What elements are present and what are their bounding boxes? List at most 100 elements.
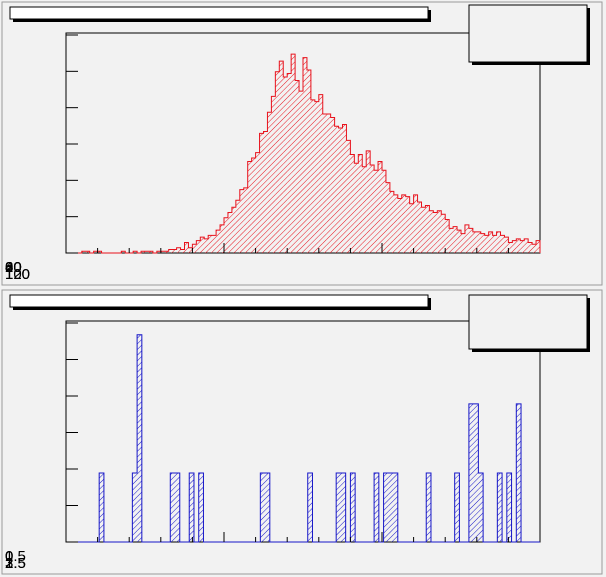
top-y-tick-label: 40 — [5, 259, 22, 276]
histogram-bin — [425, 205, 430, 253]
histogram-bin — [388, 472, 394, 542]
histogram-bin — [295, 80, 300, 254]
histogram-bin — [496, 231, 501, 253]
histogram-bin — [385, 182, 390, 253]
histogram-bin — [512, 240, 517, 253]
bottom-y-tick-label: 3 — [5, 555, 13, 572]
histogram-bin — [307, 472, 313, 542]
histogram-bin — [97, 251, 102, 253]
histogram-bin — [184, 242, 189, 253]
bottom-y-tick-label: 2 — [5, 555, 13, 572]
histogram-bin — [464, 224, 469, 253]
top-y-tick-label: 120 — [5, 266, 30, 283]
histogram-bin — [350, 472, 356, 542]
histogram-bin — [212, 235, 217, 253]
histogram-bin — [170, 472, 176, 542]
bottom-y-tick-label: 0 — [5, 548, 13, 565]
histogram-bin — [382, 170, 386, 253]
histogram-bin — [524, 238, 529, 253]
histogram-bin — [358, 154, 363, 253]
histogram-bin — [417, 201, 422, 253]
bottom-y-tick-label: 1 — [5, 548, 13, 565]
histogram-bin — [318, 94, 323, 253]
histogram-bin — [93, 251, 98, 253]
histogram-bin — [476, 231, 481, 253]
top-stats-box — [468, 4, 588, 63]
top-pad: 0 20 40 60 80 100 120 — [1, 1, 603, 286]
histogram-bin — [336, 472, 341, 542]
histogram-bin — [231, 207, 236, 253]
histogram-bin — [220, 224, 224, 253]
histogram-bin — [216, 230, 221, 253]
histogram-bin — [330, 117, 335, 253]
histogram-bin — [433, 212, 438, 253]
histogram-bin — [383, 472, 389, 542]
histogram-bin — [413, 194, 418, 253]
histogram-bin — [532, 244, 537, 253]
histogram-bin — [346, 140, 351, 253]
histogram-bin — [354, 163, 359, 253]
histogram-bin — [326, 113, 331, 254]
histogram-bin — [397, 198, 402, 253]
histogram-bin — [350, 154, 355, 253]
top-axis-ticks — [66, 34, 509, 254]
histogram-bin — [243, 187, 248, 253]
histogram-bin — [291, 54, 296, 254]
histogram-bin — [497, 472, 503, 542]
histogram-bin — [322, 113, 327, 254]
histogram-bin — [133, 251, 138, 253]
histogram-bin — [247, 161, 252, 253]
histogram-bin — [172, 249, 177, 253]
histogram-bin — [409, 203, 414, 253]
histogram-bin — [279, 61, 284, 253]
histogram-bin — [473, 403, 479, 543]
bottom-y-tick-labels: 0 0.5 1 1.5 2 2.5 3 — [5, 548, 26, 572]
histogram-bin — [389, 191, 394, 253]
histogram-bin — [480, 233, 485, 253]
histogram-bin — [148, 251, 153, 253]
histogram-bin — [263, 131, 268, 253]
histogram-bin — [362, 166, 367, 253]
histogram-bin — [421, 207, 426, 253]
histogram-bin — [500, 235, 505, 253]
histogram-bin — [260, 472, 266, 542]
histogram-bin — [196, 240, 201, 253]
histogram-bin — [235, 200, 240, 253]
bottom-pad: 0 0.5 1 1.5 2 2.5 3 — [1, 289, 603, 575]
histogram-bin — [334, 126, 339, 253]
histogram-bin — [306, 69, 311, 254]
histogram-bin — [145, 251, 149, 253]
histogram-bin — [283, 77, 288, 253]
histogram-bin — [378, 161, 382, 253]
top-y-tick-label: 80 — [5, 259, 22, 276]
histogram-bin — [454, 472, 460, 542]
histogram-bin — [164, 251, 169, 253]
top-histogram — [66, 53, 541, 254]
top-y-tick-labels: 0 20 40 60 80 100 120 — [5, 259, 30, 283]
histogram-bin — [536, 240, 540, 253]
histogram-bin — [310, 99, 315, 253]
histogram-bin — [189, 472, 194, 542]
bottom-y-tick-label: 1.5 — [5, 555, 26, 572]
histogram-bin — [208, 235, 213, 253]
histogram-bin — [160, 251, 165, 253]
histogram-bin — [132, 472, 138, 542]
histogram-bin — [468, 228, 473, 253]
bottom-histogram — [66, 334, 540, 543]
histogram-bin — [156, 251, 161, 253]
top-y-tick-label: 60 — [5, 259, 22, 276]
bottom-axis-ticks — [66, 322, 509, 543]
bottom-y-tick-label: 0.5 — [5, 548, 26, 565]
histogram-bin — [198, 472, 204, 542]
histogram-bin — [275, 71, 280, 253]
histogram-bin — [441, 214, 446, 253]
histogram-bin — [393, 472, 398, 542]
histogram-bin — [468, 403, 474, 543]
histogram-bin — [516, 238, 521, 253]
top-y-tick-label: 0 — [5, 259, 13, 276]
histogram-bin — [366, 150, 371, 253]
histogram-bin — [255, 152, 260, 253]
histogram-bin — [251, 157, 256, 253]
histogram-outline — [66, 334, 540, 543]
histogram-bin — [528, 242, 533, 253]
